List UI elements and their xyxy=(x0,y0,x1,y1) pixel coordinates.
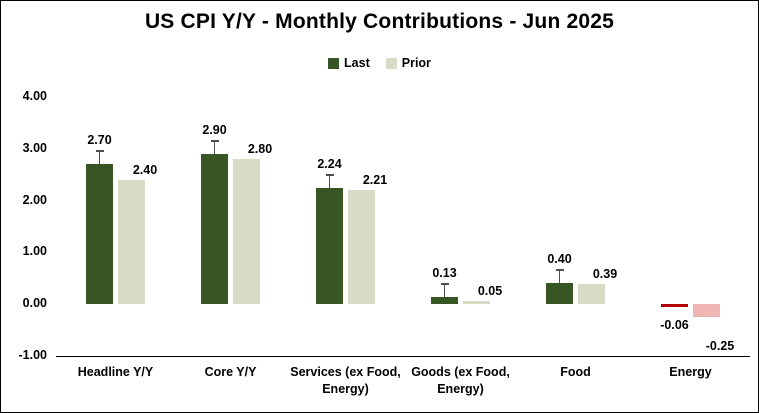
bar-label-last-3: 0.13 xyxy=(432,266,457,281)
bar-prior-5 xyxy=(693,304,720,317)
bar-prior-3 xyxy=(463,301,490,304)
bar-last-3 xyxy=(431,297,458,304)
error-whisker-4 xyxy=(559,270,560,284)
bar-last-2 xyxy=(316,188,343,304)
bar-label-prior-3: 0.05 xyxy=(477,284,503,299)
y-axis-tick-label-3: 1.00 xyxy=(22,244,47,259)
y-axis-tick-label-0: 4.00 xyxy=(22,89,47,103)
error-whisker-cap-0 xyxy=(95,150,104,153)
bar-label-prior-1: 2.80 xyxy=(247,142,273,157)
bar-label-last-5: -0.06 xyxy=(660,318,689,333)
y-axis-tick-label-2: 2.00 xyxy=(22,192,47,207)
bar-last-4 xyxy=(546,283,573,304)
legend-item-prior: Prior xyxy=(385,56,431,70)
category-label-0: Headline Y/Y xyxy=(77,365,154,379)
error-whisker-2 xyxy=(329,175,330,189)
error-whisker-cap-1 xyxy=(210,139,219,142)
category-label-4: Food xyxy=(560,365,591,379)
bar-label-prior-2: 2.21 xyxy=(362,172,388,187)
error-whisker-cap-4 xyxy=(555,269,564,272)
bar-prior-4 xyxy=(578,283,605,304)
y-axis-tick-label-4: 0.00 xyxy=(22,296,47,310)
bar-label-last-1: 2.90 xyxy=(202,122,227,137)
category-label-5: Energy xyxy=(669,365,712,379)
chart-title: US CPI Y/Y - Monthly Contributions - Jun… xyxy=(144,10,615,33)
bar-label-prior-5: -0.25 xyxy=(705,338,735,353)
bar-last-0 xyxy=(86,164,113,304)
legend-label-last: Last xyxy=(344,56,370,70)
category-label-1: Core Y/Y xyxy=(204,365,257,379)
bar-prior-1 xyxy=(233,159,260,304)
bar-label-last-4: 0.40 xyxy=(547,252,572,267)
legend-label-prior: Prior xyxy=(401,56,431,70)
error-whisker-cap-3 xyxy=(440,283,449,286)
y-axis-tick-label-1: 3.00 xyxy=(22,140,47,155)
legend-swatch-prior-icon xyxy=(385,57,397,69)
x-axis-line xyxy=(56,355,750,357)
legend-item-last: Last xyxy=(328,56,370,70)
error-whisker-0 xyxy=(99,151,100,165)
error-whisker-3 xyxy=(444,284,445,298)
bar-label-prior-4: 0.39 xyxy=(592,266,618,281)
category-label-2: Services (ex Food, Energy) xyxy=(290,365,401,396)
bar-label-prior-0: 2.40 xyxy=(132,162,158,177)
error-whisker-cap-2 xyxy=(325,174,334,177)
legend-swatch-last-icon xyxy=(328,57,340,69)
category-label-3: Goods (ex Food, Energy) xyxy=(411,365,510,396)
error-whisker-1 xyxy=(214,140,215,154)
y-axis-tick-label-5: -1.00 xyxy=(18,347,48,362)
bar-label-last-2: 2.24 xyxy=(317,157,342,172)
chart-legend: Last Prior xyxy=(1,56,758,70)
bar-label-last-0: 2.70 xyxy=(87,133,112,148)
bar-last-5 xyxy=(661,304,688,308)
bar-prior-0 xyxy=(118,179,145,304)
bar-prior-2 xyxy=(348,189,375,304)
bar-last-1 xyxy=(201,153,228,304)
